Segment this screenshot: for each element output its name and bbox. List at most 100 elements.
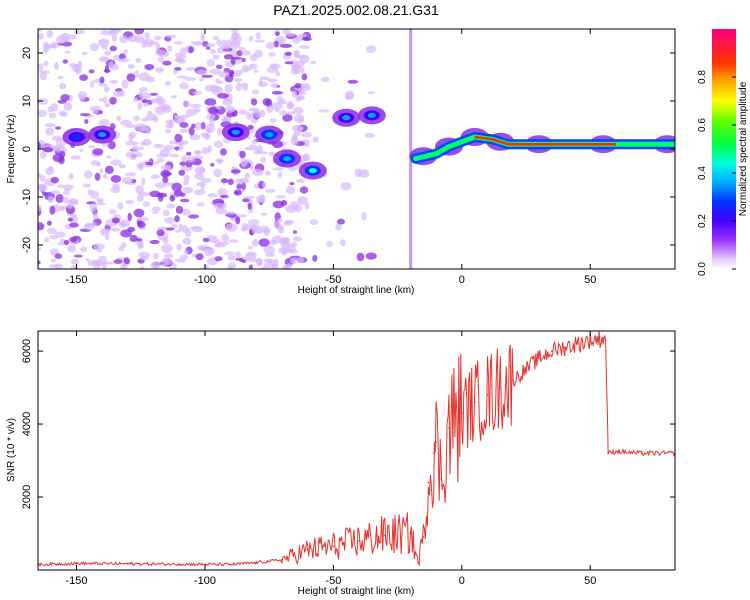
noise-speckle xyxy=(139,256,150,261)
noise-speckle xyxy=(196,69,208,75)
noise-speckle xyxy=(141,99,148,103)
noise-speckle xyxy=(220,148,227,156)
noise-speckle xyxy=(163,144,175,151)
noise-speckle xyxy=(234,189,242,196)
noise-speckle xyxy=(156,192,168,198)
snr-background xyxy=(38,331,675,570)
noise-speckle xyxy=(289,182,295,186)
noise-speckle xyxy=(241,58,246,62)
noise-speckle xyxy=(157,157,165,163)
noise-speckle xyxy=(224,251,235,256)
noise-speckle xyxy=(204,84,216,92)
x-tick-label: -50 xyxy=(325,575,341,587)
noise-speckle xyxy=(271,90,284,95)
noise-speckle xyxy=(175,52,182,59)
noise-speckle xyxy=(60,111,68,117)
noise-speckle xyxy=(154,161,159,165)
noise-speckle xyxy=(134,29,145,35)
noise-speckle xyxy=(167,45,173,52)
noise-speckle xyxy=(298,45,311,49)
noise-speckle xyxy=(80,246,88,252)
noise-speckle xyxy=(57,75,64,80)
noise-speckle xyxy=(215,106,222,110)
noise-speckle xyxy=(104,165,114,174)
snr-frame xyxy=(37,330,676,571)
x-tick-label: 0 xyxy=(459,575,465,587)
noise-speckle xyxy=(50,258,57,263)
spectral-feature xyxy=(62,128,91,146)
noise-speckle xyxy=(79,74,88,81)
noise-speckle xyxy=(259,194,266,200)
noise-speckle xyxy=(186,151,192,156)
noise-speckle xyxy=(104,102,111,108)
snr-point xyxy=(127,563,129,565)
noise-speckle xyxy=(248,245,253,250)
y-tick-label: 2000 xyxy=(21,485,33,509)
snr-point xyxy=(358,540,360,542)
noise-speckle xyxy=(204,98,217,106)
noise-speckle xyxy=(50,190,61,195)
spectral-feature xyxy=(298,161,327,180)
noise-speckle xyxy=(101,44,108,50)
noise-speckle xyxy=(273,220,281,228)
noise-speckle xyxy=(202,237,210,243)
noise-speckle xyxy=(326,240,333,248)
noise-speckle xyxy=(188,126,195,136)
noise-speckle xyxy=(154,49,167,56)
noise-speckle xyxy=(173,189,183,197)
noise-speckle xyxy=(236,183,242,190)
noise-speckle xyxy=(200,33,206,42)
noise-speckle xyxy=(180,208,191,216)
noise-speckle xyxy=(274,108,280,113)
noise-speckle xyxy=(286,111,295,115)
noise-speckle xyxy=(228,239,239,243)
noise-speckle xyxy=(180,198,190,203)
noise-speckle xyxy=(301,37,312,42)
noise-speckle xyxy=(259,225,270,234)
noise-speckle xyxy=(139,92,152,100)
noise-speckle xyxy=(150,174,160,179)
noise-speckle xyxy=(339,239,346,247)
noise-speckle xyxy=(297,33,308,38)
noise-speckle xyxy=(162,60,172,66)
noise-speckle xyxy=(194,122,202,131)
noise-speckle xyxy=(121,177,133,184)
noise-speckle xyxy=(217,127,222,136)
noise-speckle xyxy=(98,97,104,102)
noise-speckle xyxy=(47,195,55,203)
noise-speckle xyxy=(289,257,299,264)
noise-speckle xyxy=(82,183,92,188)
noise-speckle xyxy=(93,243,105,250)
noise-speckle xyxy=(206,46,211,50)
noise-speckle xyxy=(109,45,118,52)
noise-speckle xyxy=(337,218,345,225)
noise-speckle xyxy=(278,110,288,116)
noise-speckle xyxy=(335,223,342,231)
noise-speckle xyxy=(49,205,56,215)
snr-y-label: SNR (10 * v/v) xyxy=(6,418,17,482)
noise-speckle xyxy=(125,151,133,158)
noise-speckle xyxy=(164,217,176,224)
noise-speckle xyxy=(178,143,184,151)
noise-speckle xyxy=(68,173,74,180)
noise-speckle xyxy=(265,42,275,50)
snr-point xyxy=(589,339,591,341)
noise-speckle xyxy=(138,191,150,197)
noise-speckle xyxy=(165,259,172,265)
colorbar-tick-label: 0.6 xyxy=(697,118,708,132)
noise-speckle xyxy=(263,245,275,255)
noise-speckle xyxy=(123,257,130,265)
snr-point xyxy=(422,536,425,538)
noise-speckle xyxy=(244,146,253,151)
noise-speckle xyxy=(179,161,187,166)
snr-point xyxy=(409,532,412,535)
noise-speckle xyxy=(38,29,42,32)
noise-speckle xyxy=(89,43,100,52)
noise-speckle xyxy=(91,259,104,267)
noise-speckle xyxy=(98,39,110,43)
noise-speckle xyxy=(38,142,41,150)
noise-speckle xyxy=(287,166,298,172)
noise-speckle xyxy=(253,69,259,73)
noise-speckle xyxy=(68,198,79,203)
noise-speckle xyxy=(237,214,248,218)
